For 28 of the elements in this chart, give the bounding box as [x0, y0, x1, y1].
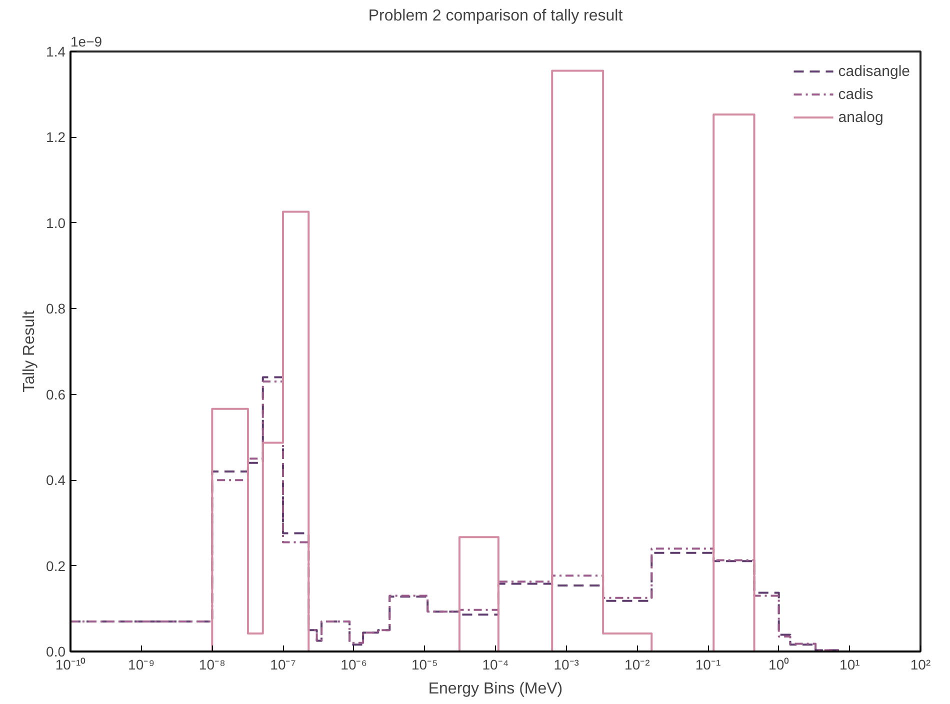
y-tick-label: 1.2: [46, 129, 66, 146]
x-tick-label: 10⁻¹: [695, 656, 721, 672]
y-tick-label: 0.4: [46, 472, 66, 488]
y-tick-label: 1.4: [46, 44, 66, 60]
x-tick-label: 10⁻⁴: [482, 656, 509, 672]
y-tick-label: 0.2: [46, 558, 66, 574]
legend-label: analog: [838, 108, 884, 126]
y-tick-label: 0.6: [46, 386, 66, 402]
x-axis-title: Energy Bins (MeV): [428, 680, 563, 698]
x-tick-label: 10⁻⁶: [340, 656, 368, 672]
x-tick-label: 10⁻⁵: [411, 656, 438, 672]
x-tick-label: 10⁻³: [554, 656, 580, 672]
y-tick-label: 0.0: [46, 644, 66, 660]
x-tick-label: 10²: [910, 656, 931, 672]
y-tick-label: 1.0: [46, 214, 66, 231]
text: 1e−9: [70, 34, 102, 50]
x-tick-label: 10⁻⁸: [198, 656, 226, 672]
legend-label: cadis: [838, 86, 874, 102]
x-tick-label: 10⁻⁷: [270, 656, 296, 672]
legend-label: cadisangle: [838, 62, 910, 80]
x-tick-label: 10⁻⁹: [128, 656, 155, 672]
x-tick-label: 10⁻²: [624, 656, 650, 672]
y-tick-label: 0.8: [46, 300, 66, 317]
chart-title: Problem 2 comparison of tally result: [368, 8, 624, 24]
y-axis-title: Tally Result: [21, 310, 38, 392]
x-tick-label: 10⁰: [768, 656, 790, 672]
x-tick-label: 10⁻¹⁰: [55, 656, 86, 672]
x-tick-label: 10¹: [840, 656, 860, 672]
